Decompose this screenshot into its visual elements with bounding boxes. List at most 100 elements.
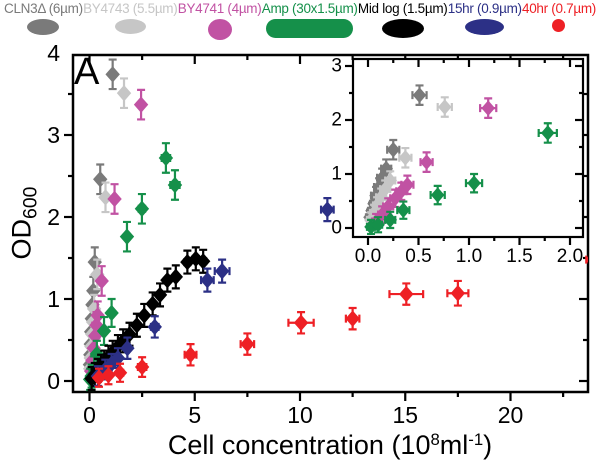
cell-shape-icon [552, 19, 566, 32]
legend-item-by4741-4-m: BY4741 (4µm) [178, 1, 262, 40]
data-point-marker [467, 175, 481, 191]
main-x-tick-label: 15 [392, 402, 418, 428]
data-point-marker [94, 272, 109, 290]
inset-y-tick-label: 3 [331, 56, 342, 77]
panel-label: A [74, 51, 100, 93]
inset-y-tick-label: 2 [331, 110, 342, 131]
data-point-marker [540, 125, 555, 141]
y-axis-title: OD600 [6, 186, 42, 260]
legend-item-mid-log-1-5-m: Mid log (1.5µm) [358, 1, 448, 38]
inset-x-tick-label: 1.5 [506, 246, 532, 267]
data-point-marker [134, 200, 150, 217]
main-x-tick-label: 5 [188, 402, 201, 428]
legend-label: CLN3Δ (6µm) [4, 1, 83, 16]
main-x-tick-label: 20 [498, 402, 524, 428]
inset-x-tick-label: 1.0 [456, 246, 482, 267]
data-point-marker [345, 310, 360, 327]
main-x-tick-label: 10 [287, 402, 313, 428]
data-point-marker [104, 304, 119, 322]
data-point-marker [293, 314, 309, 331]
data-point-marker [481, 100, 495, 116]
legend-label: BY4743 (5.5µm) [83, 1, 178, 16]
series-40hr-0-7-m [91, 255, 588, 388]
main-y-tick-label: 2 [47, 204, 60, 230]
inset-x-tick-label: 0.0 [355, 246, 381, 267]
data-point-marker [214, 262, 230, 280]
data-point-marker [386, 141, 401, 158]
cell-shape-icon [465, 19, 505, 35]
data-point-marker [98, 189, 113, 206]
inset-plot: 0.0 0.5 1.0 1.5 2.0 0 1 2 3 [331, 56, 585, 267]
x-axis-superscript-minus1: -1 [468, 429, 484, 449]
data-point-marker [120, 340, 135, 357]
cell-shape-icon [114, 19, 146, 34]
data-point-marker [145, 295, 160, 313]
data-point-marker [158, 149, 174, 167]
data-point-marker [93, 171, 108, 188]
y-axis-subscript: 600 [19, 186, 42, 219]
data-point-marker [320, 201, 335, 218]
data-point-marker [183, 346, 198, 363]
data-point-marker [133, 96, 149, 113]
data-point-marker [394, 183, 409, 200]
legend-item-40hr-0-7-m: 40hr (0.7µm) [522, 1, 596, 32]
data-point-marker [137, 307, 152, 324]
data-point-marker [240, 335, 255, 353]
inset-y-tick-label: 1 [331, 164, 342, 185]
data-point-marker [167, 176, 183, 194]
data-point-marker [450, 285, 466, 302]
legend-item-15hr-0-9-m: 15hr (0.9µm) [448, 1, 522, 35]
cell-shape-icon [207, 19, 232, 40]
data-point-marker [364, 219, 378, 235]
inset-x-tick-label: 2.0 [557, 246, 583, 267]
chart-legend: CLN3Δ (6µm) BY4743 (5.5µm) BY4741 (4µm) Amp… [0, 0, 600, 40]
main-y-tick-label: 4 [47, 40, 60, 66]
x-axis-title: Cell concentration (108ml-1) [167, 429, 493, 460]
data-point-marker [129, 317, 145, 334]
data-point-marker [101, 367, 116, 384]
data-point-marker [388, 190, 403, 207]
legend-label: Amp (30x1.5µm) [261, 1, 358, 16]
data-point-marker [110, 349, 126, 367]
data-point-marker [399, 285, 414, 303]
inset-y-tick-label: 0 [331, 218, 342, 239]
data-point-marker [430, 187, 445, 203]
legend-label: BY4741 (4µm) [177, 1, 262, 16]
main-x-tick-label: 0 [83, 402, 96, 428]
data-point-marker [371, 216, 385, 233]
legend-label: Mid log (1.5µm) [357, 1, 448, 16]
x-axis-superscript-8: 8 [430, 429, 440, 449]
data-point-marker [91, 369, 107, 386]
data-point-marker [112, 364, 128, 381]
main-y-tick-label: 0 [47, 368, 60, 394]
series-amp-30x1-5-m [364, 122, 558, 236]
data-point-marker [134, 358, 150, 376]
legend-item-cln3-6-m: CLN3Δ (6µm) [4, 1, 83, 35]
cell-shape-icon [27, 19, 60, 35]
data-point-marker [412, 87, 427, 103]
data-point-marker [419, 154, 434, 170]
data-point-marker [195, 253, 211, 270]
data-point-marker [379, 160, 393, 177]
main-y-tick-label: 1 [47, 286, 60, 312]
data-point-marker [370, 197, 384, 214]
main-y-tick-label: 3 [47, 122, 60, 148]
data-point-marker [147, 318, 162, 336]
data-point-marker [119, 228, 135, 245]
legend-label: 40hr (0.7µm) [522, 1, 596, 16]
data-point-marker [383, 172, 398, 189]
cell-shape-icon [266, 19, 354, 38]
data-point-marker [398, 150, 413, 166]
data-point-marker [107, 190, 122, 208]
data-point-marker [116, 84, 132, 102]
cell-shape-icon [381, 19, 424, 38]
data-point-marker [200, 271, 215, 289]
data-point-marker [381, 198, 395, 215]
main-data-area [82, 58, 588, 392]
data-point-marker [105, 66, 120, 83]
data-point-marker [168, 268, 184, 286]
data-point-marker [396, 202, 411, 218]
